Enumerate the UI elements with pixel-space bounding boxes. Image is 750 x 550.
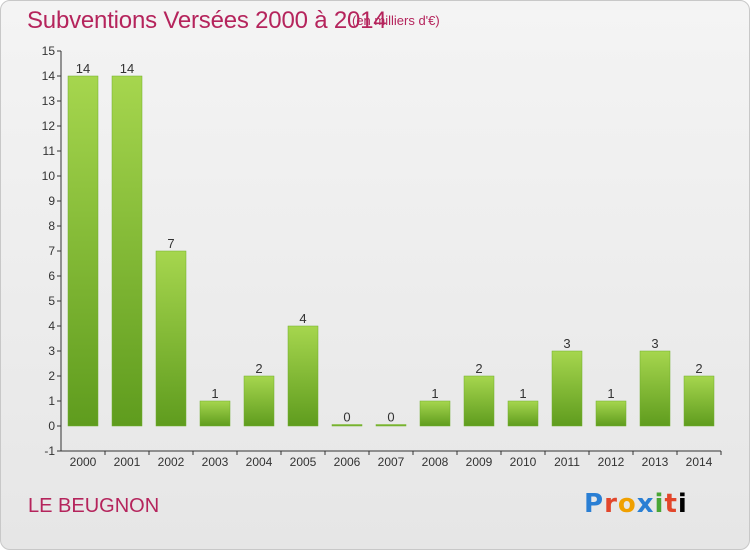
bar-2014 <box>683 375 715 427</box>
bar-2009 <box>463 375 495 427</box>
x-tick-label: 2005 <box>290 455 317 469</box>
y-tick-label: 13 <box>42 94 56 108</box>
bar-value-label: 1 <box>519 386 526 401</box>
y-tick-label: 14 <box>42 69 56 83</box>
x-tick-label: 2001 <box>114 455 141 469</box>
x-tick-label: 2004 <box>246 455 273 469</box>
bar-value-label: 1 <box>211 386 218 401</box>
bar-2008 <box>419 400 451 427</box>
bar-2001 <box>111 75 143 427</box>
y-tick-label: 0 <box>48 419 55 433</box>
commune-name: LE BEUGNON <box>28 495 160 517</box>
chart-unit: (en milliers d'€) <box>352 13 440 28</box>
bar-2003 <box>199 400 231 427</box>
bar-value-label: 1 <box>607 386 614 401</box>
logo-letter: x <box>636 489 655 519</box>
bar-2013 <box>639 350 671 427</box>
bar-2012 <box>595 400 627 427</box>
y-tick-label: 3 <box>48 344 55 358</box>
y-tick-label: 11 <box>43 144 56 158</box>
logo-letter: i <box>654 489 665 519</box>
logo-letter: o <box>617 489 637 519</box>
y-tick-label: 7 <box>48 244 55 258</box>
x-tick-label: 2013 <box>642 455 669 469</box>
bar-2005 <box>287 325 319 427</box>
bar-value-label: 2 <box>695 361 702 376</box>
y-tick-label: 12 <box>42 119 56 133</box>
logo-letter: t <box>664 489 678 519</box>
bar-value-label: 0 <box>387 410 394 425</box>
y-tick-label: -1 <box>44 444 55 458</box>
x-tick-label: 2014 <box>686 455 713 469</box>
bar-2002 <box>155 250 187 427</box>
bar-2006 <box>331 424 363 427</box>
bar-2011 <box>551 350 583 427</box>
x-tick-label: 2008 <box>422 455 449 469</box>
chart-title: Subventions Versées 2000 à 2014 <box>27 7 387 34</box>
x-tick-label: 2011 <box>554 455 580 469</box>
bar-value-label: 3 <box>563 336 570 351</box>
bar-2000 <box>67 75 99 427</box>
bar-value-label: 3 <box>651 336 658 351</box>
bar-value-label: 1 <box>431 386 438 401</box>
bar-value-label: 4 <box>299 311 306 326</box>
y-tick-label: 5 <box>48 294 55 308</box>
x-tick-label: 2012 <box>598 455 625 469</box>
bar-value-label: 2 <box>475 361 482 376</box>
bar-2007 <box>375 424 407 427</box>
y-tick-label: 1 <box>48 394 55 408</box>
y-tick-label: 9 <box>48 194 55 208</box>
logo-letter: P <box>584 489 605 519</box>
y-tick-label: 15 <box>42 44 56 58</box>
bar-value-label: 7 <box>167 236 174 251</box>
x-tick-label: 2010 <box>510 455 537 469</box>
y-tick-label: 8 <box>48 219 55 233</box>
proxiti-logo: Proxiti <box>584 489 688 519</box>
y-tick-label: 2 <box>48 369 55 383</box>
y-tick-label: 4 <box>48 319 55 333</box>
x-tick-label: 2002 <box>158 455 185 469</box>
bar-2010 <box>507 400 539 427</box>
y-tick-label: 10 <box>42 169 56 183</box>
x-tick-label: 2007 <box>378 455 405 469</box>
bar-value-label: 0 <box>343 410 350 425</box>
y-tick-label: 6 <box>48 269 55 283</box>
x-tick-label: 2009 <box>466 455 493 469</box>
x-tick-label: 2006 <box>334 455 361 469</box>
bar-value-label: 2 <box>255 361 262 376</box>
logo-letter: i <box>677 489 688 519</box>
bar-value-label: 14 <box>76 61 90 76</box>
bar-2004 <box>243 375 275 427</box>
bar-value-label: 14 <box>120 61 134 76</box>
x-tick-label: 2000 <box>70 455 97 469</box>
logo-letter: r <box>604 489 618 519</box>
x-tick-label: 2003 <box>202 455 229 469</box>
